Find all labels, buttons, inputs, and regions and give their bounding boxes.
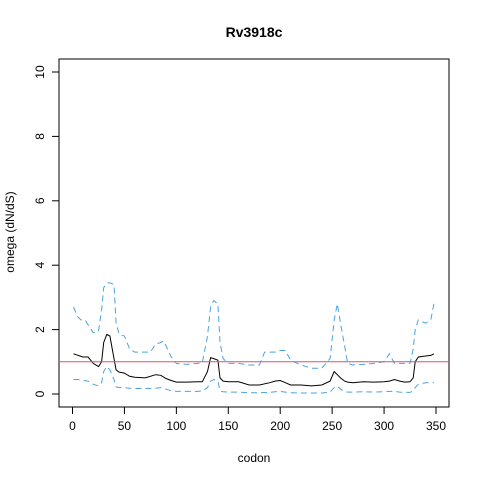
y-tick-label: 10 xyxy=(33,65,47,79)
x-tick-label: 0 xyxy=(69,419,76,433)
series-line-2 xyxy=(73,365,434,394)
y-axis: 0 2 4 6 8 10 xyxy=(33,65,60,397)
y-tick-label: 4 xyxy=(33,262,47,269)
x-tick-label: 250 xyxy=(322,419,342,433)
x-tick-label: 350 xyxy=(426,419,446,433)
y-tick-label: 6 xyxy=(33,197,47,204)
series-layer xyxy=(73,282,435,394)
chart-title: Rv3918c xyxy=(226,24,283,40)
y-axis-label: omega (dN/dS) xyxy=(3,191,17,272)
x-tick-label: 50 xyxy=(118,419,132,433)
y-tick-label: 0 xyxy=(33,390,47,397)
series-line-1 xyxy=(73,282,435,369)
x-axis-label: codon xyxy=(238,451,271,465)
x-axis: 0 50 100 150 200 250 300 350 xyxy=(69,406,446,433)
plot-frame xyxy=(58,58,450,408)
x-tick-label: 200 xyxy=(270,419,290,433)
x-tick-label: 150 xyxy=(218,419,238,433)
y-tick-label: 2 xyxy=(33,326,47,333)
series-line-0 xyxy=(73,333,435,387)
y-tick-label: 8 xyxy=(33,133,47,140)
x-tick-label: 100 xyxy=(166,419,186,433)
x-tick-label: 300 xyxy=(374,419,394,433)
